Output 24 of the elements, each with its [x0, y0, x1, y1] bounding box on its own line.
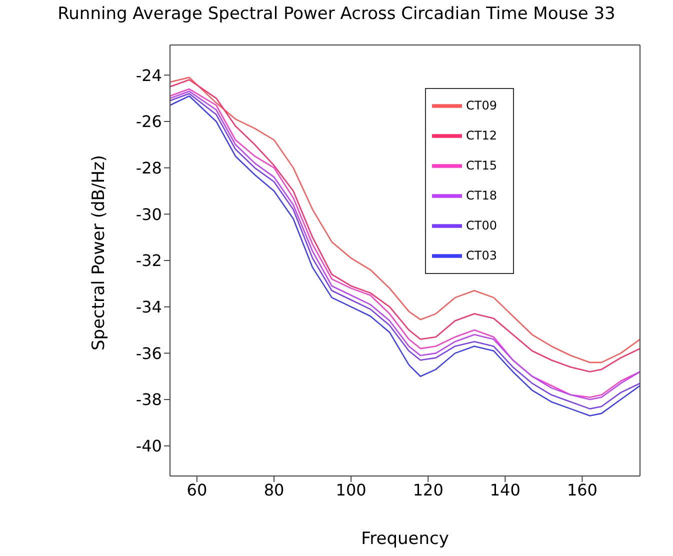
x-tick-label: 120 [412, 480, 444, 500]
y-tick-label: -28 [136, 158, 162, 178]
legend-label: CT09 [466, 98, 497, 112]
y-tick-label: -24 [136, 66, 162, 85]
x-tick-label: 80 [264, 480, 284, 500]
y-tick-label: -38 [136, 390, 162, 410]
legend-label: CT00 [466, 218, 497, 232]
y-tick-label: -34 [136, 298, 162, 317]
x-tick-label: 160 [566, 480, 598, 500]
y-tick-label: -40 [136, 436, 162, 456]
x-tick-label: 140 [490, 480, 520, 500]
y-tick-label: -32 [136, 251, 162, 270]
legend-label: CT12 [466, 128, 497, 142]
legend-label: CT03 [466, 248, 497, 262]
x-axis-title: Frequency [361, 529, 449, 549]
y-tick-label: -30 [136, 204, 162, 224]
legend-label: CT18 [466, 188, 497, 202]
y-tick-label: -26 [136, 112, 162, 132]
y-tick-label: -36 [136, 344, 162, 363]
x-tick-label: 60 [186, 480, 208, 500]
y-axis-title: Spectral Power (dB/Hz) [89, 154, 110, 350]
chart-title: Running Average Spectral Power Across Circadian Time Mouse 33 [56, 4, 616, 24]
x-tick-label: 100 [336, 480, 366, 500]
legend-label: CT15 [466, 158, 497, 172]
